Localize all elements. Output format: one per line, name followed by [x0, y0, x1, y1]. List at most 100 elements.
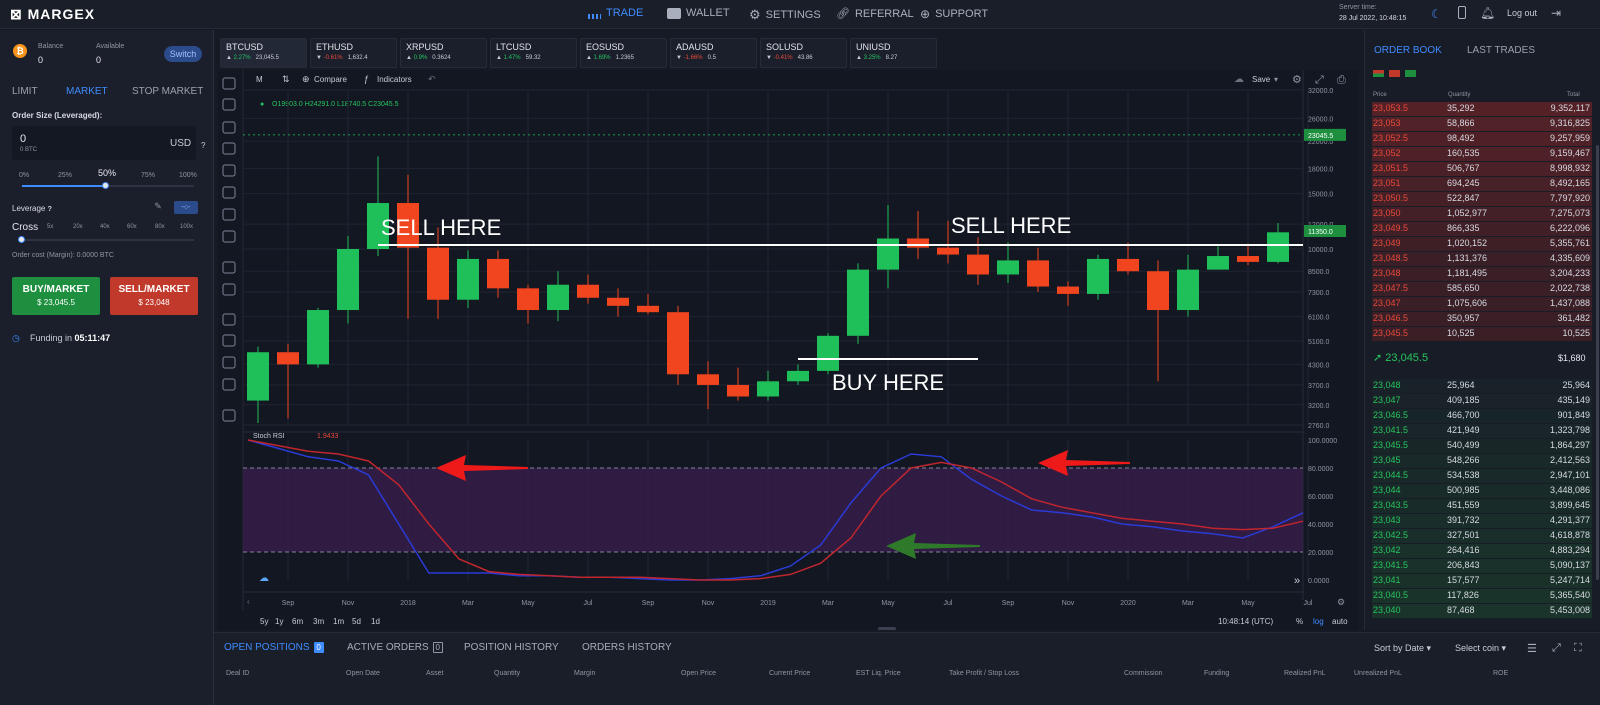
measure-icon[interactable] [222, 261, 236, 274]
bell-icon[interactable]: 🔔︎ [1480, 6, 1496, 20]
ticker-uniusd[interactable]: UNIUSD ▲ 3.25% 8.27 [850, 38, 937, 68]
pct-50[interactable]: 50% [98, 168, 117, 178]
pct-0[interactable]: 0% [19, 172, 30, 179]
interval-button[interactable]: M [256, 75, 263, 84]
range-button-6m[interactable]: 6m [292, 617, 303, 626]
ask-row[interactable]: 23,050 1,052,977 7,275,073 [1372, 207, 1592, 221]
undo-icon[interactable]: ↶ [428, 74, 436, 84]
bid-row[interactable]: 23,041.5 206,843 5,090,137 [1372, 559, 1592, 573]
view-asks-icon[interactable] [1389, 70, 1400, 77]
leverage-slider-knob[interactable] [18, 236, 25, 243]
chart-logo-icon[interactable]: ☁ [259, 573, 269, 584]
nav-referral[interactable]: 🔗︎ REFERRAL [836, 7, 914, 21]
ticker-btcusd[interactable]: BTCUSD ▲ 2.27% 23,045.5 [220, 38, 307, 68]
nav-wallet[interactable]: WALLET [667, 7, 730, 19]
bid-row[interactable]: 23,040.5 117,826 5,365,540 [1372, 589, 1592, 603]
ticker-ltcusd[interactable]: LTCUSD ▲ 1.47% 59.32 [490, 38, 577, 68]
bar-type-icon[interactable]: ⇅ [282, 74, 290, 84]
unlock-icon[interactable] [222, 356, 236, 369]
ask-row[interactable]: 23,047.5 585,650 2,022,738 [1372, 282, 1592, 296]
help-icon[interactable]: ? [201, 141, 206, 150]
bid-row[interactable]: 23,047 409,185 435,149 [1372, 394, 1592, 408]
cloud-icon[interactable]: ☁ [1234, 74, 1244, 85]
tab-last-trades[interactable]: LAST TRADES [1467, 45, 1535, 56]
save-button[interactable]: Save [1252, 75, 1271, 84]
chart-fullscreen-icon[interactable]: ⤢ [1315, 74, 1324, 86]
ask-row[interactable]: 23,049.5 866,335 6,222,096 [1372, 222, 1592, 236]
log-scale-button[interactable]: log [1313, 617, 1324, 626]
ruler-icon[interactable] [222, 208, 236, 221]
lev-80x[interactable]: 80x [155, 224, 165, 230]
panel-resize-handle[interactable] [878, 627, 896, 632]
indicators-button[interactable]: Indicators [377, 75, 412, 84]
ask-row[interactable]: 23,052 160,535 9,159,467 [1372, 147, 1592, 161]
ask-row[interactable]: 23,051 694,245 8,492,165 [1372, 177, 1592, 191]
pitchfork-icon[interactable] [222, 121, 236, 134]
sort-dropdown[interactable]: Sort by Date ▾ [1374, 643, 1432, 653]
emoji-icon[interactable] [222, 230, 236, 243]
ticker-xrpusd[interactable]: XRPUSD ▲ 0.9% 0.3624 [400, 38, 487, 68]
tab-market[interactable]: MARKET [66, 86, 108, 97]
ask-row[interactable]: 23,051.5 506,767 8,998,932 [1372, 162, 1592, 176]
nav-settings[interactable]: ⚙ SETTINGS [749, 7, 821, 22]
text-icon[interactable] [222, 164, 236, 177]
expand-icon[interactable]: ⤢ [1552, 642, 1561, 654]
ask-row[interactable]: 23,053 58,866 9,316,825 [1372, 117, 1592, 131]
ticker-adausd[interactable]: ADAUSD ▼ -1.66% 0.5 [670, 38, 757, 68]
orderbook-scrollbar[interactable] [1596, 145, 1599, 580]
ask-row[interactable]: 23,046.5 350,957 361,482 [1372, 312, 1592, 326]
save-dropdown-icon[interactable]: ▾ [1274, 75, 1278, 84]
ask-row[interactable]: 23,048.5 1,131,376 4,335,609 [1372, 252, 1592, 266]
tab-stop-market[interactable]: STOP MARKET [132, 86, 204, 97]
compare-icon[interactable]: ⊕ [302, 74, 310, 84]
scroll-right-icon[interactable]: » [1294, 575, 1300, 587]
bid-row[interactable]: 23,044 500,985 3,448,086 [1372, 484, 1592, 498]
bid-row[interactable]: 23,043 391,732 4,291,377 [1372, 514, 1592, 528]
axis-settings-icon[interactable]: ⚙ [1337, 597, 1345, 607]
range-button-3m[interactable]: 3m [313, 617, 324, 626]
crosshair-icon[interactable] [222, 77, 236, 90]
rows-icon[interactable]: ☰ [1527, 643, 1537, 655]
order-size-input[interactable] [12, 126, 196, 160]
leverage-slider-track[interactable] [22, 239, 194, 241]
view-bids-icon[interactable] [1405, 70, 1416, 77]
ask-row[interactable]: 23,050.5 522,847 7,797,920 [1372, 192, 1592, 206]
lev-20x[interactable]: 20x [73, 224, 83, 230]
range-button-1d[interactable]: 1d [371, 617, 380, 626]
range-button-1y[interactable]: 1y [275, 617, 283, 626]
indicators-icon[interactable]: ƒ [364, 74, 369, 84]
bid-row[interactable]: 23,046.5 466,700 901,849 [1372, 409, 1592, 423]
tab-orders-history[interactable]: ORDERS HISTORY [582, 642, 672, 653]
lev-40x[interactable]: 40x [100, 224, 110, 230]
ticker-eosusd[interactable]: EOSUSD ▲ 1.69% 1.2365 [580, 38, 667, 68]
range-button-1m[interactable]: 1m [333, 617, 344, 626]
lev-100x[interactable]: 100x [180, 224, 194, 230]
trash-icon[interactable] [222, 409, 236, 422]
view-both-icon[interactable] [1373, 70, 1384, 77]
bid-row[interactable]: 23,042 264,416 4,883,294 [1372, 544, 1592, 558]
tab-active-orders[interactable]: ACTIVE ORDERS 0 [347, 642, 443, 653]
bid-row[interactable]: 23,042.5 327,501 4,618,878 [1372, 529, 1592, 543]
bid-row[interactable]: 23,045 548,266 2,412,563 [1372, 454, 1592, 468]
nav-trade[interactable]: TRADE [588, 7, 643, 19]
compare-button[interactable]: Compare [314, 75, 347, 84]
ask-row[interactable]: 23,049 1,020,152 5,355,761 [1372, 237, 1592, 251]
ask-row[interactable]: 23,052.5 98,492 9,257,959 [1372, 132, 1592, 146]
brush-icon[interactable] [222, 142, 236, 155]
ask-row[interactable]: 23,048 1,181,495 3,204,233 [1372, 267, 1592, 281]
buy-market-button[interactable]: BUY/MARKET $ 23,045.5 [12, 277, 100, 315]
price-chart[interactable]: M ⇅ ⊕ Compare ƒ Indicators ↶ ☁ Save ▾ ⚙ ⤢ ⎙ ● O19903.0… [218, 70, 1358, 632]
ask-row[interactable]: 23,045.5 10,525 10,525 [1372, 327, 1592, 341]
select-coin-dropdown[interactable]: Select coin ▾ [1455, 643, 1507, 653]
chart-settings-icon[interactable]: ⚙ [1292, 74, 1302, 86]
pct-100[interactable]: 100% [179, 172, 197, 179]
tab-position-history[interactable]: POSITION HISTORY [464, 642, 559, 653]
scroll-left-icon[interactable]: ‹ [247, 597, 250, 606]
edit-icon[interactable]: ✎ [154, 201, 162, 211]
nav-support[interactable]: ⊕ SUPPORT [920, 7, 989, 21]
moon-icon[interactable]: ☾ [1431, 7, 1442, 21]
lev-5x[interactable]: 5x [47, 224, 54, 230]
zoom-icon[interactable] [222, 283, 236, 296]
pct-75[interactable]: 75% [141, 172, 156, 179]
bid-row[interactable]: 23,040 87,468 5,453,008 [1372, 604, 1592, 618]
